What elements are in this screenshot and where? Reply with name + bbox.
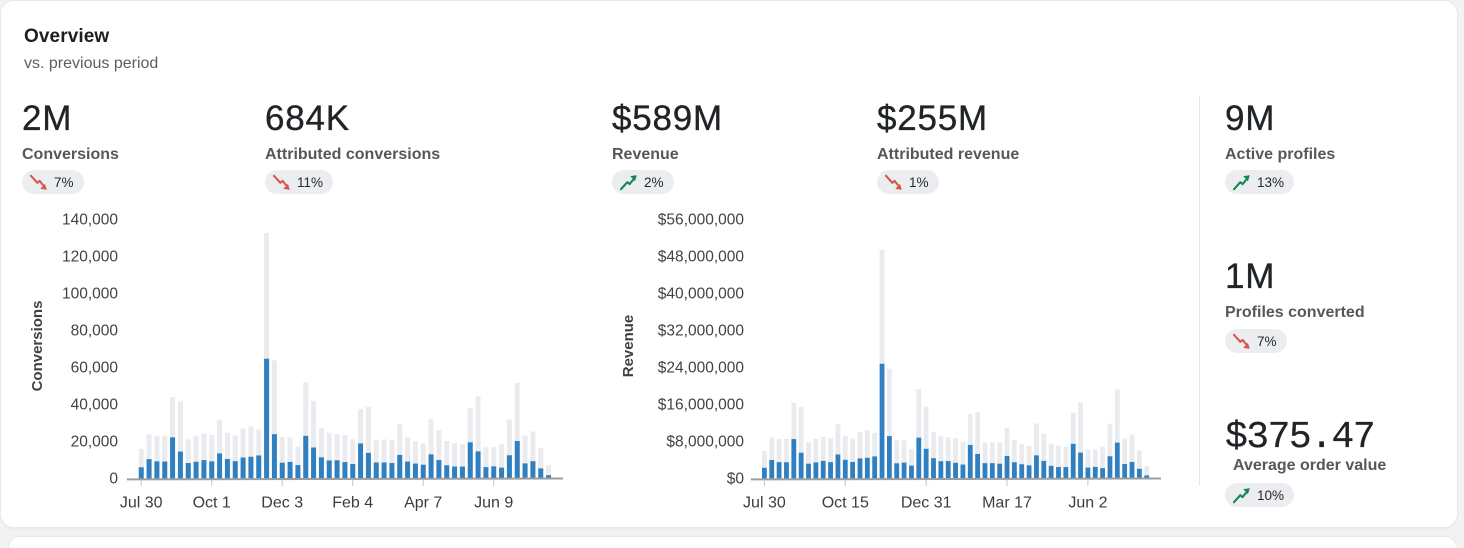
svg-text:Oct 1: Oct 1 bbox=[193, 495, 231, 512]
svg-text:Revenue: Revenue bbox=[620, 315, 637, 378]
svg-text:100,000: 100,000 bbox=[62, 286, 118, 303]
svg-text:Apr 7: Apr 7 bbox=[404, 495, 442, 512]
svg-text:60,000: 60,000 bbox=[71, 360, 119, 377]
svg-text:Jun 2: Jun 2 bbox=[1068, 495, 1107, 512]
svg-text:$8,000,000: $8,000,000 bbox=[666, 434, 744, 451]
svg-text:Jun 9: Jun 9 bbox=[474, 495, 513, 512]
svg-text:$16,000,000: $16,000,000 bbox=[658, 397, 745, 414]
svg-text:Dec 3: Dec 3 bbox=[261, 495, 303, 512]
svg-text:Oct 15: Oct 15 bbox=[822, 495, 869, 512]
svg-text:Jul 30: Jul 30 bbox=[120, 495, 163, 512]
svg-text:Conversions: Conversions bbox=[29, 301, 46, 392]
svg-text:120,000: 120,000 bbox=[62, 249, 118, 266]
svg-text:$32,000,000: $32,000,000 bbox=[658, 323, 745, 340]
svg-text:Feb 4: Feb 4 bbox=[332, 495, 373, 512]
svg-text:20,000: 20,000 bbox=[71, 434, 119, 451]
svg-text:Dec 31: Dec 31 bbox=[901, 495, 952, 512]
svg-text:$40,000,000: $40,000,000 bbox=[658, 286, 745, 303]
svg-text:$56,000,000: $56,000,000 bbox=[658, 212, 745, 229]
svg-text:$0: $0 bbox=[727, 471, 745, 488]
svg-text:$48,000,000: $48,000,000 bbox=[658, 249, 745, 266]
svg-text:Jul 30: Jul 30 bbox=[743, 495, 786, 512]
svg-text:$24,000,000: $24,000,000 bbox=[658, 360, 745, 377]
svg-text:Mar 17: Mar 17 bbox=[982, 495, 1032, 512]
svg-text:40,000: 40,000 bbox=[71, 397, 119, 414]
svg-text:0: 0 bbox=[109, 471, 118, 488]
svg-text:80,000: 80,000 bbox=[71, 323, 119, 340]
svg-text:140,000: 140,000 bbox=[62, 212, 118, 229]
